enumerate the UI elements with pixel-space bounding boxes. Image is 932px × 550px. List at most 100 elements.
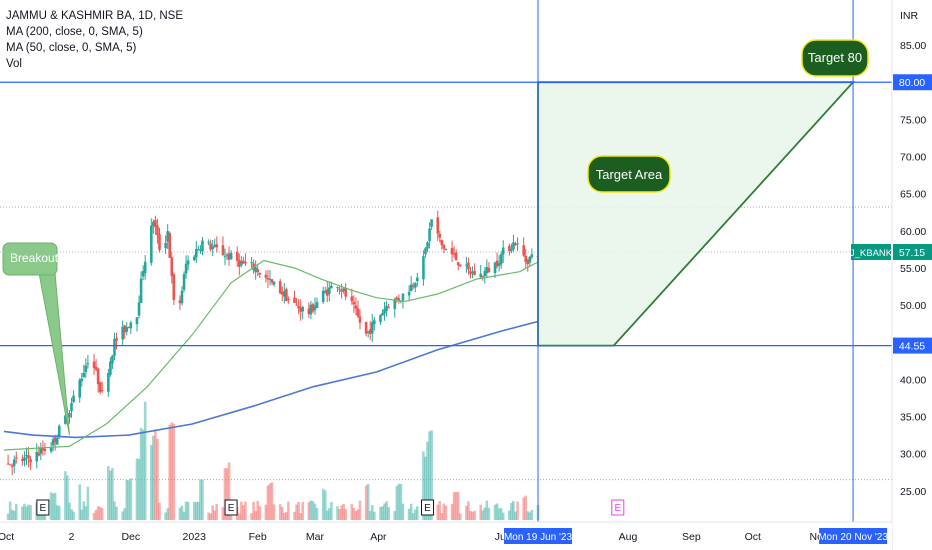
target-area-box (587, 155, 671, 193)
symbol-tag-bg (851, 244, 891, 261)
target-80-box (801, 39, 869, 77)
candle-body (154, 220, 157, 228)
price-tag-label: 80.00 (899, 77, 925, 89)
volume-bar (338, 508, 341, 520)
candle-body (178, 300, 182, 304)
candle-body (182, 274, 186, 290)
y-tick-label: 60.00 (900, 226, 926, 238)
volume-bar (192, 501, 196, 520)
candle-body (307, 308, 311, 315)
candles (6, 210, 540, 476)
volume-bar (100, 508, 104, 520)
earnings-label: E (424, 503, 431, 514)
candle-body (242, 260, 245, 264)
candle-body (422, 256, 425, 280)
volume-bar (268, 483, 272, 520)
candle-body (27, 455, 30, 459)
volume-bar (442, 503, 446, 520)
volume-bar (123, 508, 127, 520)
earnings-box (421, 499, 435, 516)
candle-body (240, 261, 243, 266)
volume-bar (182, 511, 186, 520)
volume-bar (8, 501, 12, 520)
candle-body (340, 290, 343, 292)
candle-body (82, 372, 86, 378)
candle-body (268, 278, 272, 280)
candle-body (184, 263, 188, 274)
candle-body (366, 331, 370, 333)
volume-bar (6, 513, 10, 520)
candle-body (107, 373, 110, 392)
candle-body (313, 306, 317, 310)
candle-body (514, 244, 517, 246)
ma200-legend[interactable]: MA (200, close, 0, SMA, 5) (6, 26, 143, 38)
x-tick-label: 2 (69, 531, 75, 543)
candle-body (29, 459, 32, 463)
x-tick-label: Oct (745, 531, 761, 543)
volume-bar (516, 501, 519, 520)
volume-bar (299, 513, 302, 520)
volume-bar (497, 508, 501, 520)
volume-legend[interactable]: Vol (6, 58, 22, 70)
volume-bar (456, 491, 460, 520)
candle-body (57, 425, 61, 438)
volume-bar (454, 491, 458, 520)
candle-body (512, 242, 515, 250)
candle-body (235, 251, 239, 261)
ma200-line (3, 320, 539, 439)
candle-body (258, 273, 262, 275)
candle-body (411, 285, 415, 287)
symbol-title[interactable]: JAMMU & KASHMIR BA, 1D, NSE (6, 10, 184, 22)
date-tag-bg (504, 528, 572, 544)
volume-bar (428, 431, 431, 520)
candle-body (325, 289, 329, 296)
candle-body (266, 278, 270, 280)
volume-bar (430, 430, 433, 520)
candle-body (12, 459, 16, 466)
volume-bar (223, 468, 227, 520)
candle-body (207, 241, 210, 243)
y-tick-label: 75.00 (900, 114, 926, 126)
volume-bar (387, 507, 390, 520)
candle-body (115, 338, 118, 341)
candle-body (264, 274, 268, 278)
volume-bar (358, 500, 362, 520)
volume-bar (49, 492, 53, 520)
volume-bar (381, 506, 384, 520)
volume-bar (237, 513, 241, 520)
x-tick-label: Oct (0, 531, 14, 543)
candle-body (68, 412, 71, 418)
earnings-label: E (228, 503, 235, 514)
volume-bar (469, 511, 472, 520)
earnings-box (224, 499, 238, 516)
volume-bar (467, 501, 470, 520)
candle-body (465, 264, 468, 266)
volume-bar (407, 508, 411, 520)
candle-body (215, 244, 219, 248)
volume-bar (364, 485, 368, 520)
volume-bar (98, 506, 102, 520)
volume-bar (70, 509, 73, 520)
candle-body (109, 361, 112, 375)
volume-bar (254, 511, 257, 520)
ma50-legend[interactable]: MA (50, close, 0, SMA, 5) (6, 42, 137, 54)
candle-body (225, 254, 229, 256)
volume-bar (368, 510, 372, 520)
candle-body (221, 245, 225, 256)
candle-body (139, 278, 143, 303)
candle-body (143, 261, 147, 274)
volume-bar (481, 510, 485, 520)
volume-bar (170, 422, 174, 520)
candle-body (426, 242, 429, 249)
candle-body (483, 271, 487, 276)
candle-body (297, 305, 300, 309)
candle-body (123, 325, 127, 333)
candle-body (37, 453, 41, 456)
volume-bar (258, 506, 262, 520)
candle-body (299, 307, 302, 312)
breakout-box (2, 242, 58, 276)
candle-body (92, 361, 96, 368)
volume-bar (272, 504, 276, 520)
volume-bar (197, 501, 200, 520)
